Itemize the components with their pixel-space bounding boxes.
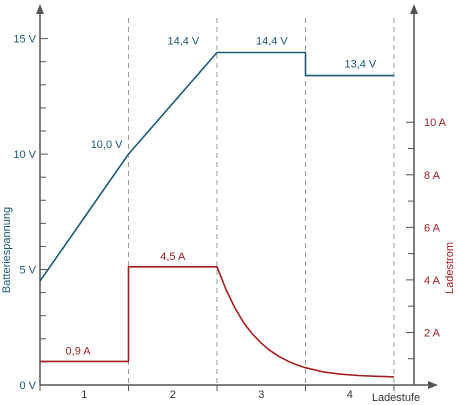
right-tick-label: 8 A (424, 170, 441, 182)
right-tick-label: 2 A (424, 327, 441, 339)
stage-label: 3 (258, 389, 264, 401)
right-tick-label: 10 A (424, 117, 447, 129)
voltage-data-label: 14,4 V (167, 35, 199, 47)
right-tick-label: 6 A (424, 222, 441, 234)
stage-label: 1 (81, 389, 87, 401)
left-tick-label: 5 V (19, 265, 36, 277)
stage-label: 2 (170, 389, 176, 401)
stage-labels: 1 2 3 4 (81, 389, 353, 401)
axes (36, 4, 438, 389)
right-axis-ticks: 2 A 4 A 6 A 8 A 10 A (406, 117, 447, 360)
stage-grid (39, 18, 395, 391)
right-tick-label: 4 A (424, 275, 441, 287)
voltage-data-label: 14,4 V (256, 35, 288, 47)
current-series-line (40, 265, 395, 378)
current-data-label: 4,5 A (160, 251, 186, 263)
voltage-data-label: 10,0 V (91, 139, 123, 151)
x-axis-arrow (428, 381, 438, 389)
data-labels: 10,0 V 14,4 V 14,4 V 13,4 V 0,9 A 4,5 A (66, 35, 377, 357)
left-tick-label: 0 V (19, 380, 36, 392)
right-axis-label: Ladestrom (444, 242, 456, 294)
voltage-data-label: 13,4 V (344, 59, 376, 71)
left-tick-label: 10 V (13, 149, 36, 161)
left-axis-label: Batteriespannung (1, 207, 13, 293)
right-axis-arrow (410, 4, 418, 14)
left-axis-ticks: 0 V 5 V 10 V 15 V (13, 34, 48, 392)
left-axis-arrow (36, 4, 44, 14)
series (39, 51, 395, 378)
current-data-label: 0,9 A (66, 345, 92, 357)
x-axis-label: Ladestufe (372, 392, 420, 404)
left-tick-label: 15 V (13, 34, 36, 46)
stage-label: 4 (347, 389, 353, 401)
voltage-series-line (39, 51, 394, 282)
